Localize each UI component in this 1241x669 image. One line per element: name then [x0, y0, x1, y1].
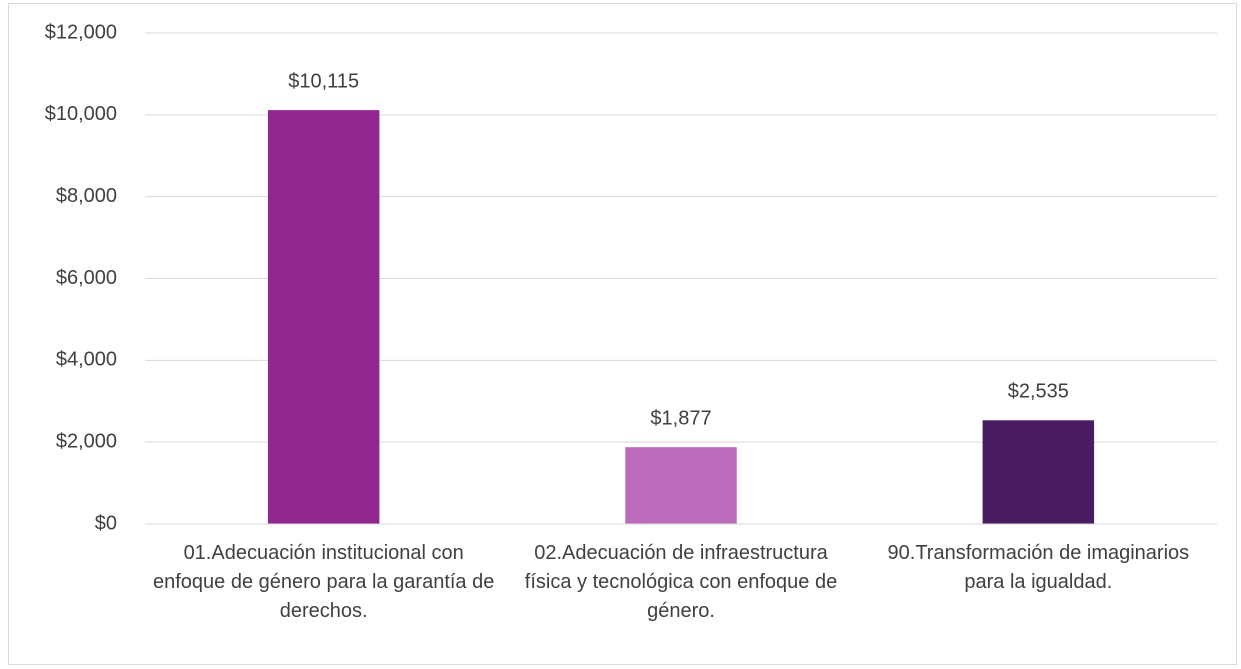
value-label: $2,535	[1008, 381, 1069, 403]
bar	[625, 447, 737, 524]
value-label: $10,115	[288, 70, 359, 92]
bar	[267, 110, 380, 524]
x-tick-label: 02.Adecuación de infraestructura física y…	[525, 542, 837, 622]
x-tick-label: 90.Transformación de imaginarios para la …	[888, 542, 1190, 593]
y-tick-label: $12,000	[45, 21, 117, 43]
value-label: $1,877	[650, 407, 711, 429]
y-tick-label: $4,000	[56, 349, 117, 371]
y-tick-label: $6,000	[56, 267, 117, 289]
y-tick-label: $0	[95, 512, 117, 534]
x-tick-label: 01.Adecuación institucional con enfoque d…	[153, 542, 494, 622]
y-tick-label: $2,000	[56, 430, 117, 452]
y-tick-label: $8,000	[56, 185, 117, 207]
bar	[982, 420, 1095, 524]
chart-border	[8, 3, 1237, 665]
y-tick-label: $10,000	[45, 103, 117, 125]
